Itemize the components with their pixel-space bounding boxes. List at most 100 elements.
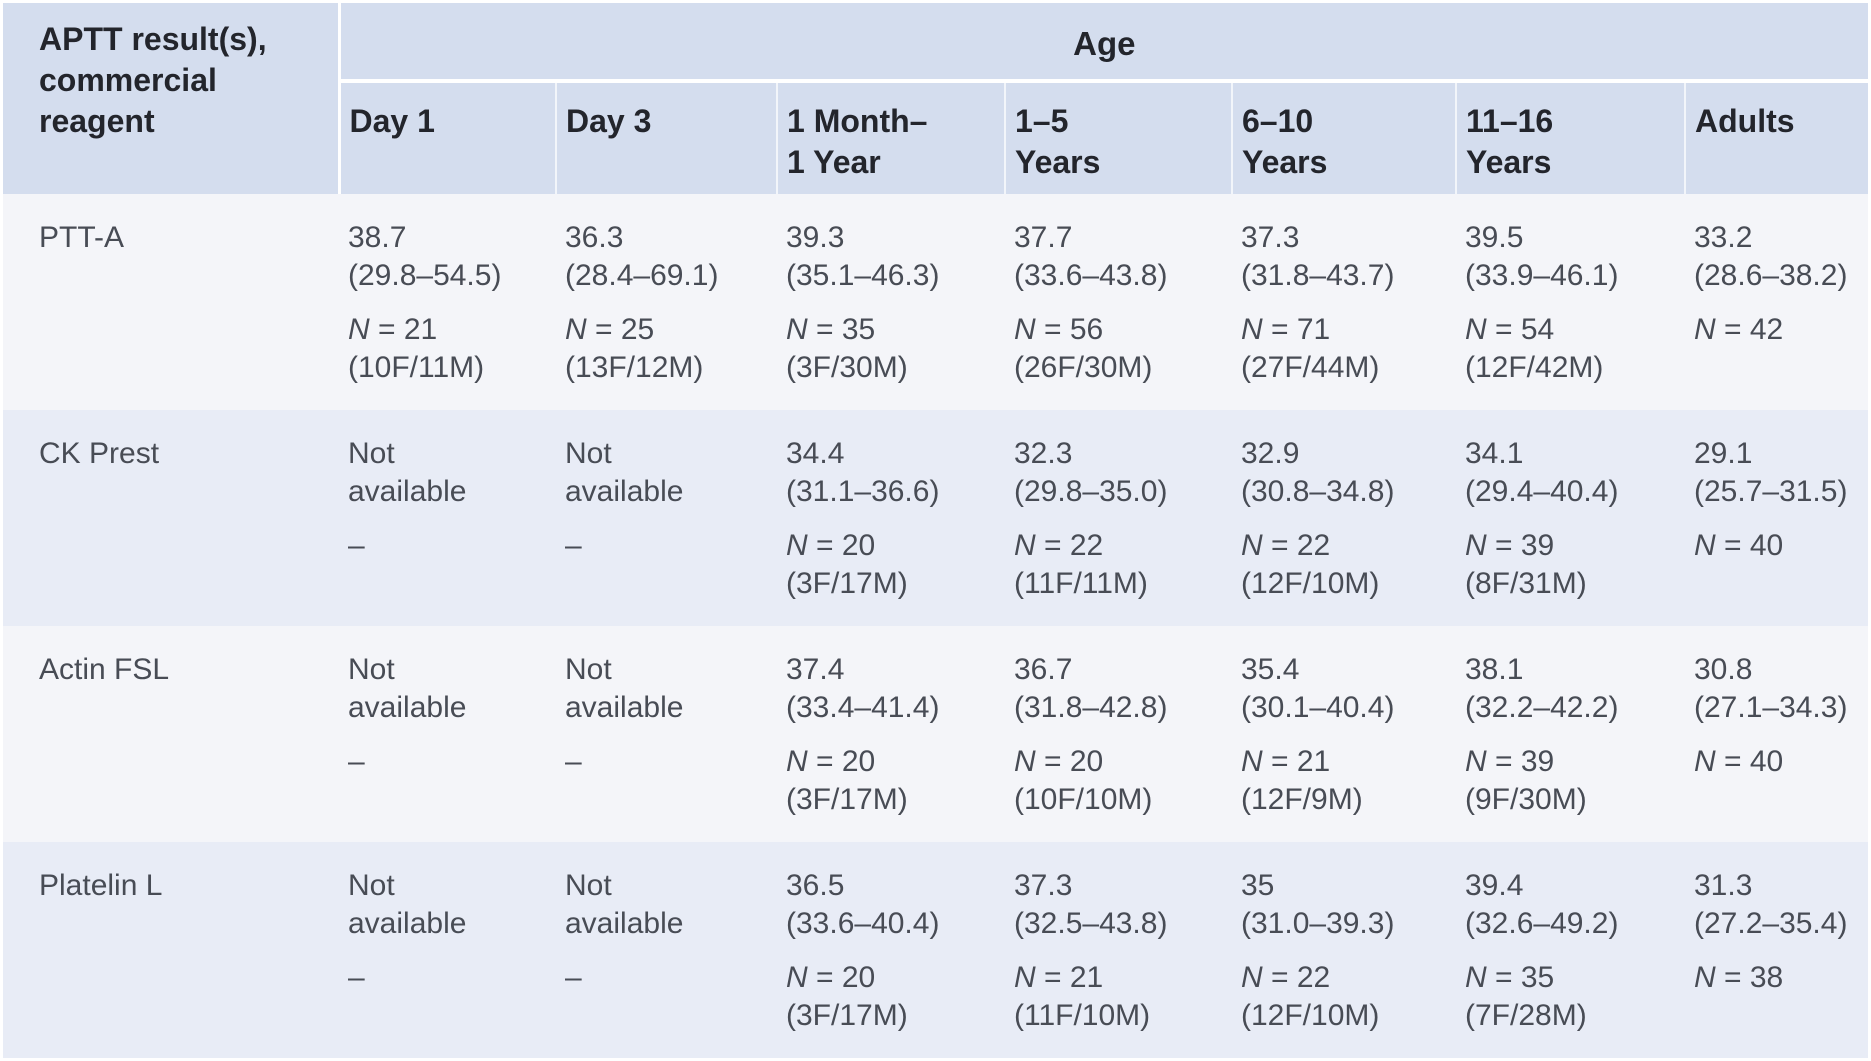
result-range: (31.0–39.3) — [1241, 907, 1395, 940]
result-cell: 36.3 (28.4–69.1) N = 25 (13F/12M) — [556, 194, 777, 410]
sample-block: N = 54 (12F/42M) — [1465, 311, 1677, 387]
result-range: (25.7–31.5) — [1694, 475, 1848, 508]
table-row-actin-fsl: Actin FSL Not available – Not available –37.… — [3, 626, 1869, 842]
result-value: 29.1 — [1694, 437, 1753, 470]
sample-size: N = 20 — [1014, 745, 1104, 778]
result-range: (32.2–42.2) — [1465, 691, 1619, 724]
sample-size: N = 21 — [348, 313, 438, 346]
sample-size: N = 35 — [786, 313, 876, 346]
result-range: (30.1–40.4) — [1241, 691, 1395, 724]
result-range: (27.1–34.3) — [1694, 691, 1848, 724]
sample-size: N = 22 — [1241, 961, 1331, 994]
result-range: (35.1–46.3) — [786, 259, 940, 292]
result-cell: 29.1 (25.7–31.5) N = 40 — [1685, 410, 1869, 626]
result-block: 37.4 (33.4–41.4) — [786, 651, 997, 727]
sex-breakdown: (26F/30M) — [1014, 351, 1153, 384]
result-block: 29.1 (25.7–31.5) — [1694, 435, 1860, 511]
sample-size: N = 54 — [1465, 313, 1555, 346]
result-value: 37.3 — [1241, 221, 1300, 254]
result-value: 32.9 — [1241, 437, 1300, 470]
result-value: 36.3 — [565, 221, 624, 254]
age-header-row: APTT result(s), commercial reagent Age — [3, 3, 1869, 194]
sex-breakdown: (10F/11M) — [348, 351, 485, 384]
sample-block: N = 20 (3F/17M) — [786, 959, 997, 1035]
sample-size: N = 56 — [1014, 313, 1104, 346]
result-value: 30.8 — [1694, 653, 1753, 686]
sample-size: N = 20 — [786, 961, 876, 994]
result-cell: 37.3 (31.8–43.7) N = 71 (27F/44M) — [1232, 194, 1456, 410]
sample-block: N = 21 (12F/9M) — [1241, 743, 1448, 819]
result-value: 34.1 — [1465, 437, 1524, 470]
sample-block: – — [348, 959, 548, 997]
result-cell: 38.1 (32.2–42.2) N = 39 (9F/30M) — [1456, 626, 1685, 842]
sample-size: N = 22 — [1241, 529, 1331, 562]
result-value: 35.4 — [1241, 653, 1300, 686]
result-block: 39.5 (33.9–46.1) — [1465, 219, 1677, 295]
sex-breakdown: (11F/10M) — [1014, 999, 1151, 1032]
sample-size: – — [565, 961, 582, 994]
sample-block: – — [348, 743, 548, 781]
sample-size: N = 40 — [1694, 529, 1784, 562]
sample-block: – — [565, 743, 769, 781]
sex-breakdown: (27F/44M) — [1241, 351, 1380, 384]
sample-block: – — [565, 959, 769, 997]
result-value: 37.7 — [1014, 221, 1073, 254]
result-value: Not available — [565, 437, 684, 508]
result-block: 37.3 (31.8–43.7) — [1241, 219, 1448, 295]
sample-size: – — [348, 529, 365, 562]
column-header-day-3: Day 3 — [555, 81, 777, 194]
result-value: 39.3 — [786, 221, 845, 254]
result-cell: 35 (31.0–39.3) N = 22 (12F/10M) — [1232, 842, 1456, 1058]
result-block: 38.1 (32.2–42.2) — [1465, 651, 1677, 727]
sample-block: N = 40 — [1694, 743, 1860, 781]
result-range: (33.4–41.4) — [786, 691, 940, 724]
result-range: (29.8–54.5) — [348, 259, 502, 292]
sample-block: N = 38 — [1694, 959, 1860, 997]
result-block: Not available — [348, 435, 548, 511]
result-block: 35 (31.0–39.3) — [1241, 867, 1448, 943]
result-cell: 32.9 (30.8–34.8) N = 22 (12F/10M) — [1232, 410, 1456, 626]
column-header-adults: Adults — [1683, 81, 1869, 194]
result-cell: 30.8 (27.1–34.3) N = 40 — [1685, 626, 1869, 842]
result-cell: Not available – — [556, 842, 777, 1058]
sample-block: N = 56 (26F/30M) — [1014, 311, 1224, 387]
result-cell: 39.3 (35.1–46.3) N = 35 (3F/30M) — [777, 194, 1005, 410]
sample-size: N = 22 — [1014, 529, 1104, 562]
result-value: 36.5 — [786, 869, 845, 902]
result-block: 32.9 (30.8–34.8) — [1241, 435, 1448, 511]
result-range: (29.4–40.4) — [1465, 475, 1619, 508]
sample-block: N = 25 (13F/12M) — [565, 311, 769, 387]
result-block: Not available — [348, 651, 548, 727]
sex-breakdown: (12F/10M) — [1241, 999, 1380, 1032]
result-range: (31.1–36.6) — [786, 475, 940, 508]
result-block: 32.3 (29.8–35.0) — [1014, 435, 1224, 511]
result-value: Not available — [348, 437, 467, 508]
sample-size: N = 20 — [786, 529, 876, 562]
result-cell: 35.4 (30.1–40.4) N = 21 (12F/9M) — [1232, 626, 1456, 842]
sex-breakdown: (7F/28M) — [1465, 999, 1587, 1032]
result-range: (33.9–46.1) — [1465, 259, 1619, 292]
sample-block: N = 22 (12F/10M) — [1241, 527, 1448, 603]
sample-size: N = 35 — [1465, 961, 1555, 994]
result-cell: 36.7 (31.8–42.8) N = 20 (10F/10M) — [1005, 626, 1232, 842]
sample-size: N = 21 — [1241, 745, 1331, 778]
sample-block: – — [348, 527, 548, 565]
sex-breakdown: (10F/10M) — [1014, 783, 1153, 816]
result-value: 32.3 — [1014, 437, 1073, 470]
sample-block: N = 20 (10F/10M) — [1014, 743, 1224, 819]
result-cell: 38.7 (29.8–54.5) N = 21 (10F/11M) — [339, 194, 556, 410]
reagent-label: CK Prest — [3, 410, 339, 626]
result-block: 35.4 (30.1–40.4) — [1241, 651, 1448, 727]
result-cell: Not available – — [556, 626, 777, 842]
sample-block: N = 22 (12F/10M) — [1241, 959, 1448, 1035]
result-value: 36.7 — [1014, 653, 1073, 686]
result-cell: Not available – — [339, 842, 556, 1058]
sample-block: N = 21 (11F/10M) — [1014, 959, 1224, 1035]
sex-breakdown: (13F/12M) — [565, 351, 704, 384]
result-cell: 31.3 (27.2–35.4) N = 38 — [1685, 842, 1869, 1058]
sample-size: – — [348, 745, 365, 778]
result-cell: 39.5 (33.9–46.1) N = 54 (12F/42M) — [1456, 194, 1685, 410]
result-block: 33.2 (28.6–38.2) — [1694, 219, 1860, 295]
result-block: 37.3 (32.5–43.8) — [1014, 867, 1224, 943]
